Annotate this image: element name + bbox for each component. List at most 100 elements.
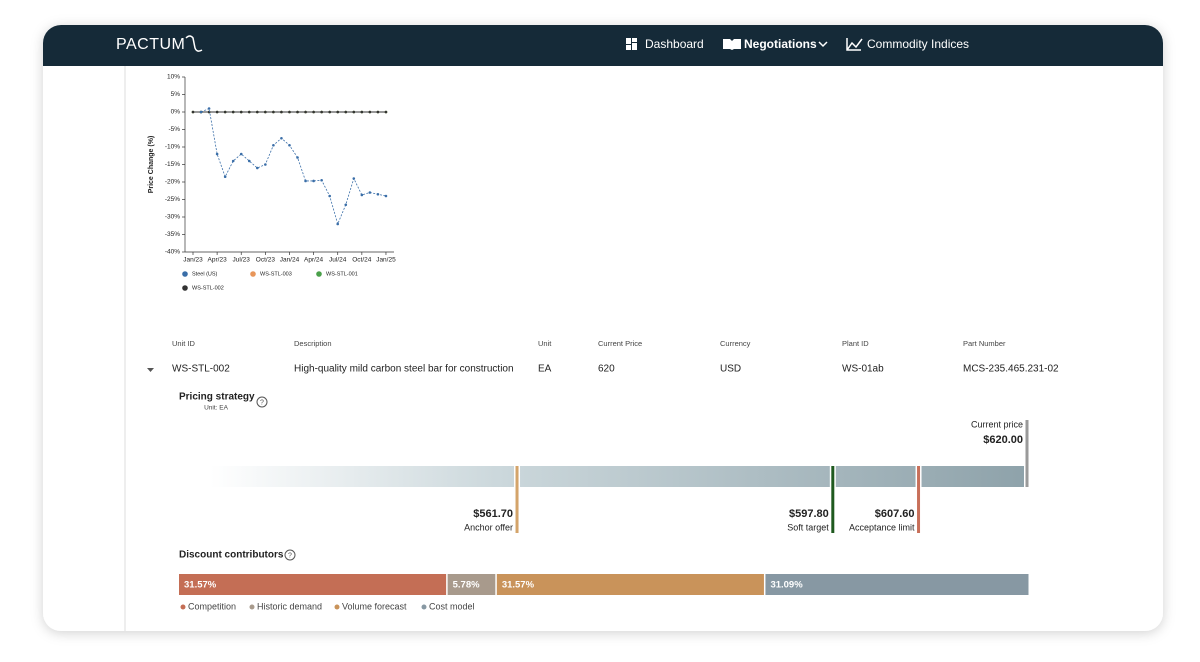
- table-cell: WS-01ab: [842, 364, 884, 375]
- legend-swatch: [421, 604, 427, 610]
- x-tick-label: Jul/24: [329, 257, 347, 264]
- data-point: [247, 159, 251, 163]
- legend-swatch: [182, 285, 188, 291]
- data-point: [320, 110, 323, 114]
- price-range-bar: [210, 466, 1027, 487]
- window: [43, 25, 1163, 631]
- data-point: [328, 110, 331, 114]
- nav-commodity-indices[interactable]: Commodity Indices: [867, 37, 969, 51]
- y-tick-label: -25%: [165, 196, 180, 203]
- marker-value: $561.70: [473, 508, 513, 520]
- data-point: [312, 179, 315, 183]
- marker-name: Soft target: [787, 522, 829, 532]
- segment-label: 31.57%: [502, 580, 535, 591]
- data-point: [215, 110, 219, 114]
- segment-label: 31.57%: [184, 580, 217, 591]
- legend-label: WS-STL-003: [260, 271, 292, 277]
- help-mark: ?: [260, 399, 264, 406]
- data-point: [344, 110, 348, 114]
- data-point: [376, 192, 380, 196]
- data-point: [207, 107, 211, 110]
- x-tick-label: Oct/24: [352, 257, 372, 264]
- logo[interactable]: PACTUM: [116, 36, 185, 53]
- y-tick-label: -30%: [165, 214, 180, 221]
- y-tick-label: -5%: [168, 126, 180, 133]
- navbar: [43, 25, 1163, 66]
- marker-value: $607.60: [875, 508, 915, 520]
- legend-label: WS-STL-002: [192, 285, 224, 291]
- data-point: [336, 110, 340, 114]
- legend-label: WS-STL-001: [326, 271, 358, 277]
- data-point: [384, 194, 388, 198]
- table-cell: WS-STL-002: [172, 364, 230, 375]
- indices-icon: [846, 38, 863, 51]
- table-header: Unit: [538, 339, 552, 348]
- help-icon[interactable]: [284, 549, 296, 561]
- y-tick-label: -20%: [165, 179, 180, 186]
- marker-name: Current price: [971, 419, 1023, 429]
- data-point: [352, 110, 356, 114]
- y-tick-label: 5%: [171, 91, 181, 98]
- y-tick-label: 10%: [167, 74, 180, 81]
- data-point: [376, 110, 380, 114]
- data-point: [344, 203, 348, 207]
- logo-mark: [185, 35, 203, 52]
- legend-swatch: [250, 271, 256, 277]
- x-tick-label: Oct/23: [256, 257, 276, 264]
- data-point: [304, 179, 307, 183]
- x-tick-label: Apr/24: [304, 257, 324, 264]
- price-marker: [1025, 420, 1029, 487]
- data-point: [191, 110, 195, 114]
- data-point: [264, 163, 267, 166]
- data-point: [272, 143, 275, 147]
- table-header: Current Price: [598, 339, 642, 348]
- data-point: [272, 110, 275, 114]
- table-header: Currency: [720, 339, 751, 348]
- marker-name: Anchor offer: [464, 522, 513, 532]
- discount-segment: [179, 574, 447, 595]
- y-tick-label: -10%: [165, 144, 180, 151]
- section-title: Pricing strategy: [179, 392, 255, 403]
- data-point: [215, 152, 219, 156]
- x-tick-label: Jan/24: [280, 257, 300, 264]
- segment-label: 5.78%: [453, 580, 480, 591]
- series-line: [200, 107, 387, 226]
- x-tick-label: Jan/23: [183, 257, 203, 264]
- data-point: [264, 110, 267, 114]
- data-point: [239, 110, 243, 114]
- table-cell: USD: [720, 364, 741, 375]
- data-point: [360, 110, 364, 114]
- legend-swatch: [249, 604, 255, 610]
- marker-value: $620.00: [983, 434, 1023, 446]
- discount-segment: [496, 574, 764, 595]
- legend-swatch: [180, 604, 186, 610]
- data-point: [223, 175, 227, 179]
- negotiations-icon: [723, 39, 741, 50]
- data-point: [256, 110, 259, 114]
- data-point: [199, 110, 203, 114]
- x-tick-label: Apr/23: [208, 257, 228, 264]
- legend-swatch: [182, 271, 188, 277]
- discount-segment: [447, 574, 496, 595]
- expand-arrow[interactable]: [147, 368, 154, 372]
- legend-label: Steel (US): [192, 271, 218, 277]
- table-cell: High-quality mild carbon steel bar for c…: [294, 364, 514, 375]
- legend-swatch: [316, 271, 322, 277]
- legend-label: Volume forecast: [342, 601, 407, 611]
- data-point: [352, 177, 356, 180]
- data-point: [247, 110, 251, 114]
- data-point: [360, 193, 364, 197]
- y-tick-label: -40%: [165, 249, 180, 256]
- y-axis-label: Price Change (%): [148, 136, 155, 194]
- nav-dashboard[interactable]: Dashboard: [645, 37, 704, 51]
- discount-segment: [765, 574, 1029, 595]
- data-point: [239, 152, 243, 156]
- data-point: [280, 136, 283, 140]
- price-marker: [917, 466, 921, 533]
- nav-negotiations[interactable]: Negotiations: [744, 37, 817, 51]
- x-tick-label: Jul/23: [233, 257, 251, 264]
- data-point: [288, 143, 291, 147]
- help-icon[interactable]: [256, 396, 268, 408]
